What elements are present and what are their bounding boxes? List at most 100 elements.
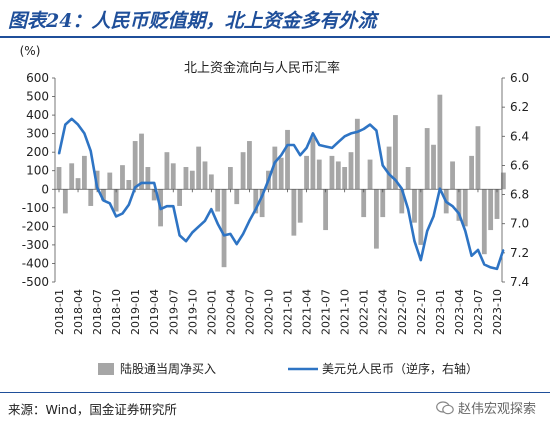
bar-2022-08 <box>405 167 411 190</box>
left-tick-label: -300 <box>22 238 49 252</box>
right-tick-label: 7.0 <box>510 217 529 231</box>
fx-point-2022-08 <box>407 208 409 210</box>
bar-2020-12 <box>278 157 284 190</box>
bar-2021-11 <box>348 152 354 190</box>
bar-2022-03 <box>373 189 379 249</box>
fx-point-2018-12 <box>128 204 130 206</box>
left-axis-unit: (%) <box>20 44 41 58</box>
fx-point-2018-05 <box>83 132 86 135</box>
fx-point-2020-05 <box>235 243 238 245</box>
x-tick-label: 2020-07 <box>243 289 256 335</box>
fx-point-2022-12 <box>432 215 435 218</box>
bar-2021-04 <box>304 155 309 190</box>
fx-point-2019-07 <box>172 205 175 207</box>
x-tick-label: 2021-07 <box>320 289 333 335</box>
right-tick-label: 6.8 <box>510 188 529 202</box>
bar-2023-10 <box>494 189 500 219</box>
x-tick-label: 2023-01 <box>434 289 447 335</box>
fx-point-2020-06 <box>242 233 244 235</box>
fx-point-2023-05 <box>464 230 467 232</box>
x-tick-label: 2018-10 <box>110 289 123 335</box>
bar-2021-09 <box>335 161 341 190</box>
bar-2018-01 <box>56 167 62 190</box>
fx-point-2020-02 <box>216 222 219 225</box>
fx-point-2019-08 <box>178 234 181 237</box>
fx-point-2021-02 <box>293 144 295 146</box>
fx-point-2023-08 <box>483 263 486 266</box>
left-tick-label: 0 <box>41 182 49 196</box>
wechat-icon <box>436 401 454 415</box>
fx-point-2022-03 <box>375 129 378 132</box>
fx-point-2021-08 <box>331 147 333 149</box>
bar-2022-02 <box>367 159 373 190</box>
bar-2020-09 <box>259 189 265 218</box>
bar-2022-09 <box>412 189 417 223</box>
fx-point-2020-01 <box>210 208 213 210</box>
x-tick-label: 2018-01 <box>53 289 66 335</box>
left-tick-label: 600 <box>26 71 49 85</box>
fx-point-2022-02 <box>369 123 371 126</box>
bar-2019-01 <box>132 141 138 190</box>
bar-2021-07 <box>323 189 329 231</box>
fx-point-2019-05 <box>159 208 162 210</box>
fx-point-2019-02 <box>140 182 143 184</box>
figure-title: 图表24：人民币贬值期，北上资金多有外流 <box>8 10 377 32</box>
fx-point-2021-10 <box>343 135 346 138</box>
bar-2020-01 <box>208 174 214 190</box>
bar-2020-07 <box>247 141 252 190</box>
bar-2019-07 <box>170 163 176 190</box>
fx-point-2020-04 <box>229 233 232 235</box>
bar-2022-05 <box>386 146 392 190</box>
fx-point-2021-09 <box>337 141 340 143</box>
fx-point-2020-03 <box>223 234 225 237</box>
x-tick-label: 2022-07 <box>396 289 409 335</box>
x-tick-label: 2019-07 <box>167 289 180 335</box>
bar-2021-03 <box>297 189 303 223</box>
left-tick-label: -400 <box>22 256 49 270</box>
bar-2019-12 <box>202 161 208 190</box>
fx-point-2019-10 <box>191 231 194 234</box>
bar-2022-12 <box>431 144 436 190</box>
bar-2018-09 <box>107 172 113 190</box>
fx-point-2020-08 <box>255 208 257 210</box>
bar-2021-02 <box>291 189 297 236</box>
bar-2018-04 <box>75 178 81 190</box>
left-tick-label: -200 <box>22 219 49 233</box>
fx-point-2019-12 <box>204 220 206 222</box>
fx-point-2018-04 <box>77 123 79 126</box>
fx-point-2021-04 <box>305 147 308 149</box>
x-tick-label: 2023-07 <box>472 289 485 335</box>
fx-point-2019-03 <box>147 182 149 184</box>
fx-point-2022-04 <box>381 164 384 167</box>
bar-2018-06 <box>88 189 94 206</box>
bar-2023-11 <box>500 172 506 190</box>
x-tick-label: 2021-10 <box>339 289 352 335</box>
x-tick-label: 2023-10 <box>491 289 504 335</box>
legend-label-line: 美元兑人民币（逆序，右轴） <box>322 361 478 376</box>
fx-point-2023-10 <box>496 268 498 270</box>
fx-point-2021-01 <box>286 144 289 146</box>
fx-point-2019-06 <box>166 205 168 207</box>
fx-point-2022-11 <box>426 230 429 232</box>
fx-point-2023-01 <box>439 187 441 190</box>
bar-2018-03 <box>69 163 75 190</box>
bar-2019-08 <box>177 189 183 206</box>
axes: 600 500 400 300 200 100 0 -100 -200 -300 -400 -500 6… <box>22 71 529 335</box>
bar-2021-08 <box>329 155 335 190</box>
fx-point-2022-07 <box>401 187 403 190</box>
watermark: 赵伟宏观探索 <box>436 398 536 417</box>
x-tick-label: 2022-04 <box>377 289 390 335</box>
bar-2021-12 <box>354 118 360 190</box>
bar-2018-11 <box>120 165 125 190</box>
fx-point-2018-01 <box>58 153 60 155</box>
chart-title: 北上资金流向与人民币汇率 <box>184 60 340 76</box>
fx-point-2023-09 <box>489 266 492 269</box>
right-tick-label: 6.0 <box>510 71 529 85</box>
x-tick-label: 2022-10 <box>415 289 428 335</box>
bar-2021-01 <box>285 129 290 190</box>
bar-2019-09 <box>183 167 189 190</box>
bar-2018-02 <box>62 189 68 214</box>
x-tick-label: 2019-01 <box>129 289 142 335</box>
bar-2018-08 <box>101 189 106 201</box>
fx-point-2018-10 <box>115 215 117 218</box>
